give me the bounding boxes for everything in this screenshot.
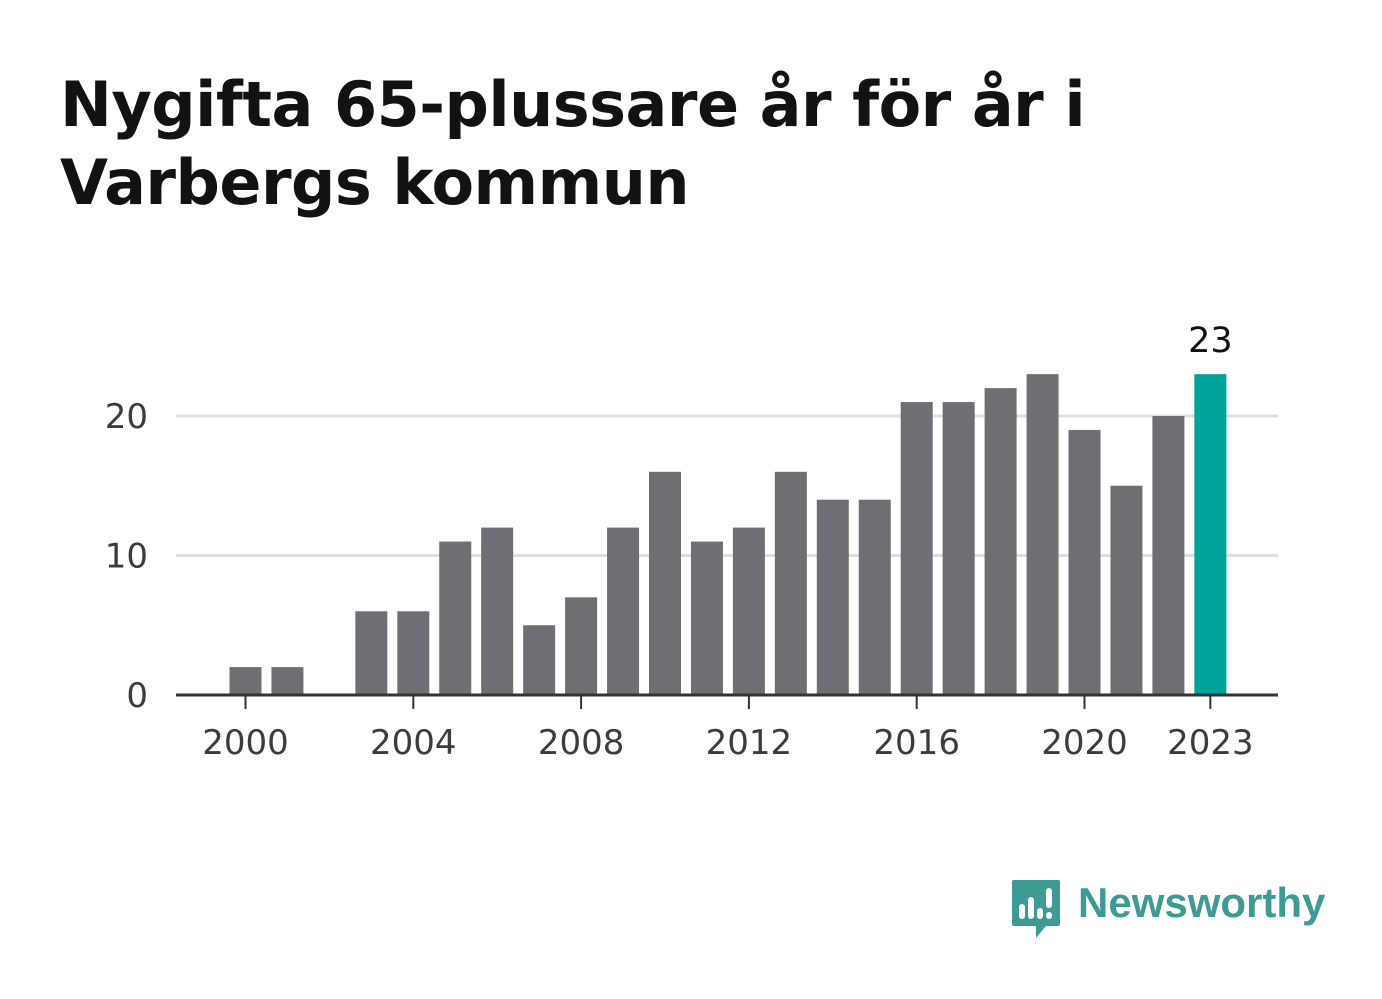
bar-2004 (397, 611, 430, 695)
bar-2019 (1026, 374, 1059, 695)
bar-2017 (942, 402, 975, 695)
value-label-2023: 23 (1188, 321, 1233, 361)
x-tick-label-2004: 2004 (370, 723, 457, 763)
brand-name: Newsworthy (1078, 879, 1326, 926)
bar-2001 (271, 667, 304, 695)
y-tick-label-20: 20 (105, 397, 148, 437)
x-tick-label-2023: 2023 (1167, 723, 1254, 763)
x-tick-label-2016: 2016 (873, 723, 960, 763)
bar-2011 (690, 541, 723, 695)
bar-2007 (523, 625, 556, 695)
bar-2012 (732, 527, 765, 695)
bar-2006 (481, 527, 514, 695)
bar-2014 (816, 499, 849, 695)
chart-title: Nygifta 65-plussare år för år i Varbergs… (60, 68, 1086, 219)
bar-2023 (1194, 374, 1227, 695)
bar-2000 (229, 667, 262, 695)
y-tick-label-0: 0 (126, 676, 148, 716)
bar-2015 (858, 499, 891, 695)
x-tick-label-2012: 2012 (706, 723, 793, 763)
x-tick-label-2020: 2020 (1041, 723, 1128, 763)
bar-2013 (774, 471, 807, 695)
newsworthy-logo: Newsworthy (1010, 878, 1340, 942)
newsworthy-bar-chart-bubble-icon (1012, 880, 1060, 938)
x-tick-label-2008: 2008 (538, 723, 625, 763)
bar-2008 (565, 597, 598, 695)
x-tick-label-2000: 2000 (202, 723, 289, 763)
bar-2018 (984, 388, 1017, 695)
bar-2009 (607, 527, 640, 695)
bar-2020 (1068, 429, 1101, 695)
bar-2005 (439, 541, 472, 695)
bar-2021 (1110, 485, 1143, 695)
bar-2022 (1152, 416, 1185, 695)
bar-2016 (900, 402, 933, 695)
bar-2003 (355, 611, 388, 695)
bar-2010 (649, 471, 681, 695)
y-tick-label-10: 10 (105, 537, 148, 577)
